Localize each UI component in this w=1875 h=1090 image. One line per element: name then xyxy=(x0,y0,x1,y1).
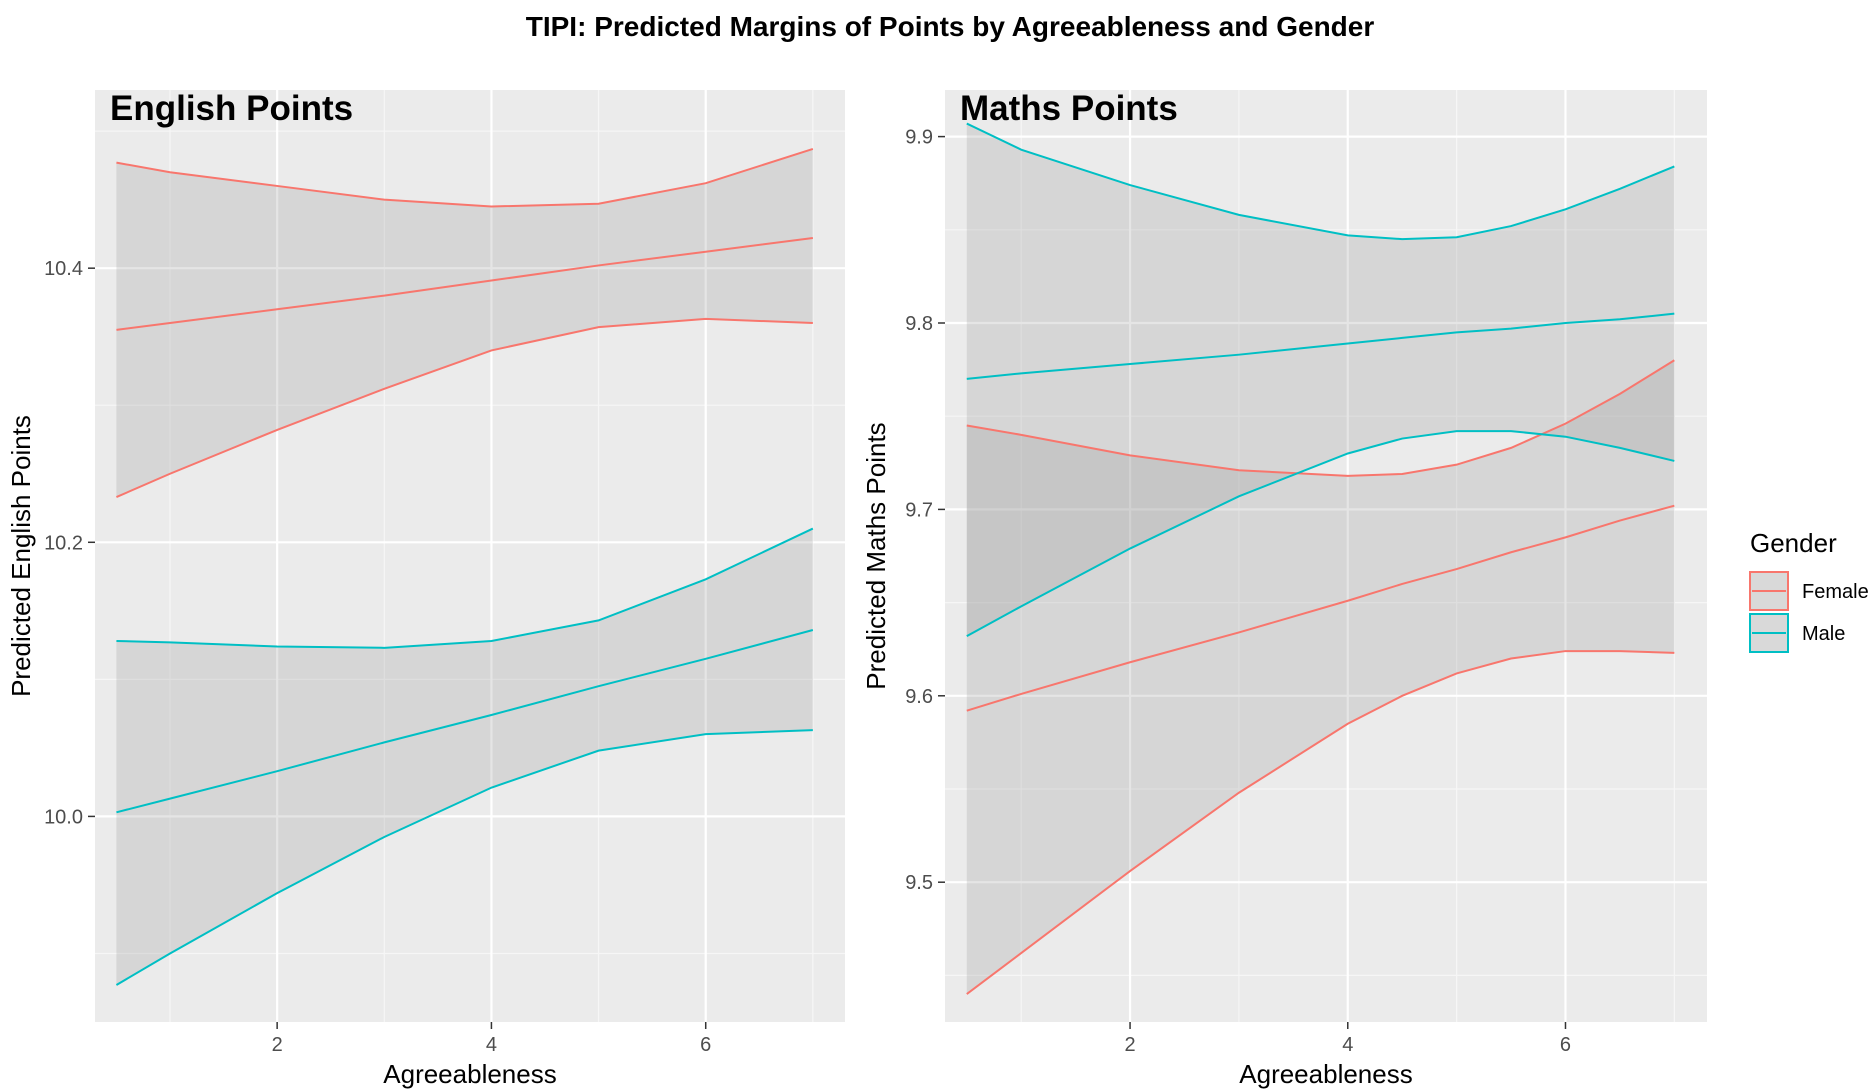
ci-lower-line-female xyxy=(966,650,1675,995)
x-axis-title: Agreeableness xyxy=(1239,1059,1412,1089)
fit-line-female xyxy=(116,237,813,331)
legend-item-male: Male xyxy=(1749,613,1845,653)
panel-english: 2 4 6 10.0 10.2 10.4 Agreeableness Predicted En… xyxy=(6,89,845,1089)
x-axis-title: Agreeableness xyxy=(383,1059,556,1089)
y-axis-title: Predicted English Points xyxy=(6,415,36,697)
legend-title: Gender xyxy=(1750,528,1837,558)
ci-upper-line-female xyxy=(116,147,814,208)
fit-line-male xyxy=(966,312,1675,380)
ci-upper-line-female xyxy=(966,359,1675,477)
legend: Gender Female Male xyxy=(1749,528,1869,653)
ci-ribbon-male xyxy=(966,123,1675,637)
y-tick-label: 10.4 xyxy=(44,258,83,280)
y-tick-label: 9.7 xyxy=(905,499,933,521)
ci-ribbon-male xyxy=(116,528,813,985)
plot-background xyxy=(945,90,1707,1022)
y-tick-label: 9.8 xyxy=(905,313,933,335)
ci-lower-line-female xyxy=(116,317,813,498)
x-tick-label: 6 xyxy=(1560,1034,1571,1056)
fit-line-male xyxy=(116,629,814,814)
panel-label: English Points xyxy=(110,89,353,128)
legend-item-female: Female xyxy=(1749,571,1869,611)
chart-title: TIPI: Predicted Margins of Points by Agr… xyxy=(526,11,1375,42)
x-tick-label: 2 xyxy=(272,1034,283,1056)
ci-ribbon-female xyxy=(116,148,813,498)
x-tick-label: 6 xyxy=(700,1034,711,1056)
fit-line-female xyxy=(966,504,1675,712)
legend-label-male: Male xyxy=(1802,623,1845,645)
ci-lower-line-male xyxy=(966,430,1675,638)
panel-maths: 2 4 6 9.5 9.6 9.7 9.8 9.9 Agreeableness Predicted… xyxy=(861,89,1707,1089)
x-tick-label: 4 xyxy=(1342,1034,1353,1056)
y-tick-label: 10.2 xyxy=(44,532,83,554)
ci-upper-line-male xyxy=(116,527,814,649)
ci-lower-line-male xyxy=(115,729,813,986)
legend-label-female: Female xyxy=(1802,581,1869,603)
x-tick-label: 2 xyxy=(1124,1034,1135,1056)
x-tick-label: 4 xyxy=(486,1034,497,1056)
y-axis-title: Predicted Maths Points xyxy=(861,422,891,689)
panel-label: Maths Points xyxy=(960,89,1178,128)
plot-background xyxy=(95,90,845,1022)
y-tick-label: 10.0 xyxy=(44,806,83,828)
y-tick-label: 9.9 xyxy=(905,127,933,149)
ci-upper-line-male xyxy=(966,122,1675,241)
ci-ribbon-female xyxy=(966,360,1675,995)
y-tick-label: 9.6 xyxy=(905,686,933,708)
y-tick-label: 9.5 xyxy=(905,872,933,894)
